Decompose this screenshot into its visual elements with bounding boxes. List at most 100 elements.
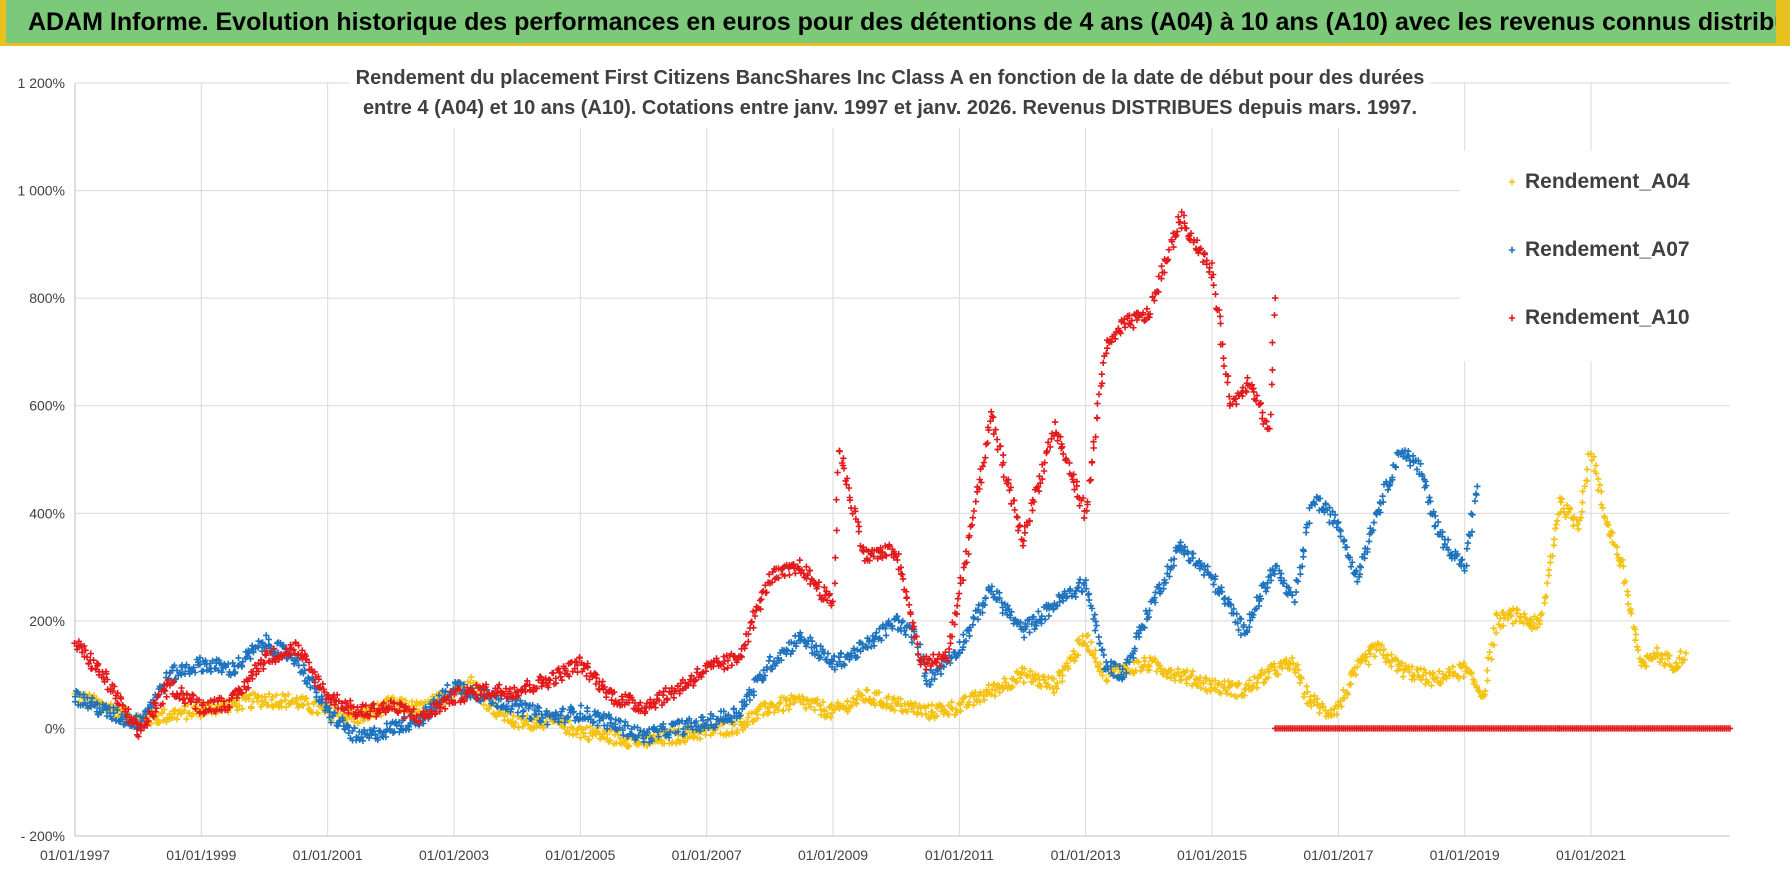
data-point	[1146, 310, 1154, 318]
data-point	[651, 700, 658, 707]
data-point	[1131, 645, 1138, 652]
data-point	[1221, 594, 1229, 602]
y-tick-label: 800%	[29, 290, 65, 306]
data-point	[565, 673, 573, 680]
data-point	[1291, 599, 1298, 606]
x-tick-label: 01/01/2005	[545, 847, 615, 863]
data-point	[1092, 658, 1100, 666]
data-point	[1343, 544, 1350, 551]
data-point	[544, 721, 551, 728]
data-point	[1726, 725, 1734, 732]
data-point	[894, 556, 901, 564]
data-point	[617, 717, 624, 725]
data-point	[1257, 670, 1264, 678]
data-point	[1488, 656, 1495, 663]
data-point	[903, 594, 911, 601]
data-point	[1311, 501, 1319, 508]
x-tick-label: 01/01/2015	[1177, 847, 1247, 863]
data-point	[103, 670, 110, 677]
data-point	[750, 624, 757, 631]
data-point	[354, 712, 361, 720]
data-point	[625, 742, 633, 750]
data-point	[1204, 563, 1211, 570]
data-point	[178, 684, 185, 692]
data-point	[1294, 661, 1301, 669]
data-point	[551, 716, 558, 723]
data-point	[1121, 324, 1129, 331]
data-point	[576, 654, 583, 661]
data-point	[1144, 610, 1151, 618]
data-point	[1166, 573, 1173, 580]
data-point	[584, 664, 591, 671]
data-point	[160, 706, 168, 713]
data-point	[85, 660, 92, 667]
data-point	[764, 710, 771, 718]
data-point	[1035, 608, 1042, 615]
data-point	[104, 676, 111, 683]
data-point	[899, 575, 907, 583]
data-point	[761, 672, 768, 679]
data-point	[1331, 517, 1338, 524]
data-point	[1250, 611, 1257, 618]
data-point	[1596, 481, 1604, 489]
data-point	[557, 712, 564, 719]
data-point	[436, 708, 443, 715]
data-point	[398, 722, 405, 730]
data-point	[1581, 483, 1588, 490]
data-point	[125, 706, 132, 713]
data-point	[664, 696, 671, 704]
data-point	[1127, 321, 1134, 328]
data-point	[376, 709, 383, 716]
data-point	[1459, 556, 1466, 563]
data-point	[150, 713, 157, 720]
data-point	[1004, 602, 1011, 609]
data-point	[1346, 554, 1354, 561]
data-point	[456, 686, 463, 693]
data-point	[511, 684, 518, 691]
data-point	[1266, 425, 1273, 432]
data-point	[877, 544, 884, 551]
data-point	[747, 619, 754, 626]
data-point	[796, 557, 803, 564]
data-point	[132, 718, 139, 726]
data-point	[897, 564, 905, 571]
data-point	[1095, 633, 1102, 641]
data-point	[829, 658, 837, 665]
data-point	[1090, 438, 1097, 445]
data-point	[1429, 671, 1436, 678]
data-point	[1036, 682, 1044, 689]
data-point	[181, 700, 189, 707]
data-point	[1246, 623, 1253, 631]
data-point	[1316, 495, 1324, 502]
data-point	[300, 662, 308, 669]
data-point	[836, 448, 843, 455]
data-point	[1043, 447, 1050, 455]
data-point	[1490, 625, 1497, 632]
data-point	[1279, 665, 1286, 672]
data-point	[1239, 392, 1246, 400]
data-point	[249, 675, 256, 682]
data-point	[574, 661, 581, 669]
data-point	[686, 715, 693, 722]
data-point	[749, 718, 757, 725]
data-point	[952, 705, 960, 713]
data-point	[1135, 659, 1142, 666]
data-point	[875, 689, 883, 696]
data-point	[1632, 631, 1640, 638]
data-point	[1037, 683, 1045, 690]
data-point	[643, 700, 651, 707]
x-tick-label: 01/01/2013	[1051, 847, 1121, 863]
data-point	[1601, 514, 1608, 522]
data-point	[571, 665, 578, 672]
data-point	[972, 498, 979, 505]
data-point	[1237, 389, 1245, 397]
data-point	[1269, 366, 1276, 374]
data-point	[485, 705, 493, 713]
data-point	[1190, 550, 1197, 557]
data-point	[1050, 606, 1057, 613]
data-point	[970, 507, 978, 515]
data-point	[1335, 518, 1342, 526]
data-point	[951, 621, 958, 628]
data-point	[562, 667, 569, 674]
data-point	[1363, 653, 1370, 661]
